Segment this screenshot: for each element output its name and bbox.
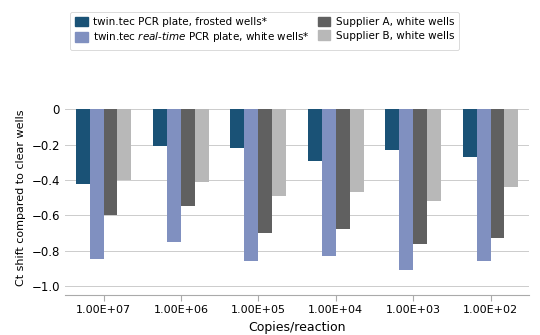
Bar	[195, 109, 209, 182]
Bar	[181, 109, 195, 206]
Bar	[308, 109, 322, 160]
Bar	[76, 109, 90, 184]
Bar	[231, 109, 245, 148]
Bar	[336, 109, 349, 229]
Bar	[490, 109, 504, 238]
Bar	[477, 109, 490, 261]
Bar	[399, 109, 413, 270]
Bar	[463, 109, 477, 157]
Y-axis label: Ct shift compared to clear wells: Ct shift compared to clear wells	[16, 110, 26, 286]
Bar	[322, 109, 336, 256]
Bar	[258, 109, 272, 233]
Bar	[349, 109, 363, 192]
Bar	[153, 109, 167, 146]
Bar	[413, 109, 427, 244]
Bar	[117, 109, 131, 180]
Bar	[427, 109, 441, 201]
Bar	[504, 109, 518, 187]
X-axis label: Copies/reaction: Copies/reaction	[248, 321, 346, 334]
Bar	[104, 109, 117, 215]
Bar	[385, 109, 399, 150]
Bar	[90, 109, 104, 260]
Legend: twin.tec PCR plate, frosted wells*, twin.tec $\it{real}$-$\it{time}$ PCR plate, : twin.tec PCR plate, frosted wells*, twin…	[70, 12, 460, 50]
Bar	[167, 109, 181, 242]
Bar	[272, 109, 286, 196]
Bar	[245, 109, 258, 261]
